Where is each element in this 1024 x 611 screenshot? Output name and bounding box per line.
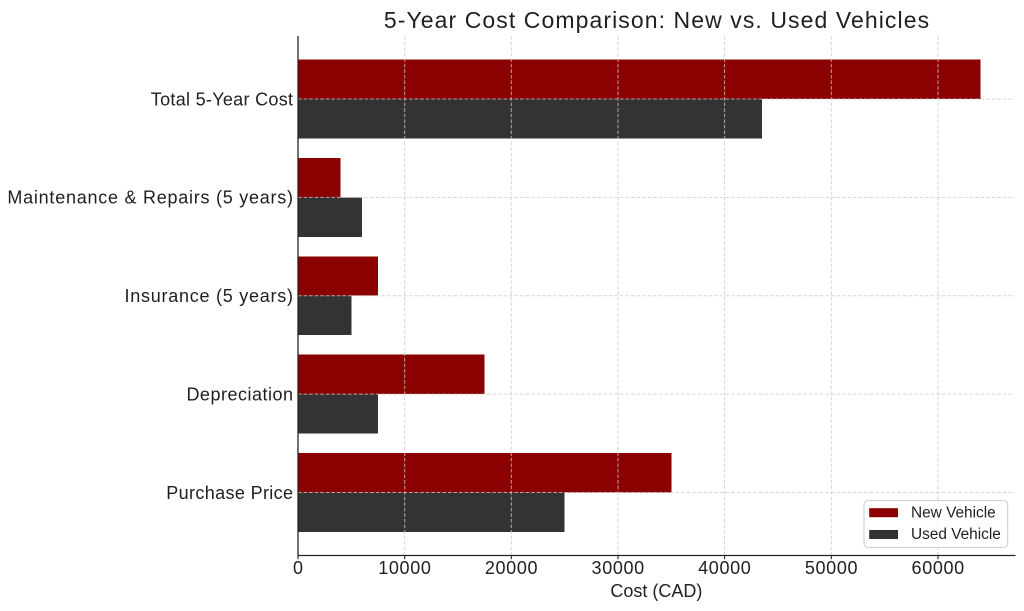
svg-text:50000: 50000 [805,558,858,578]
svg-text:Used Vehicle: Used Vehicle [911,526,1001,543]
svg-text:Total 5-Year Cost: Total 5-Year Cost [151,89,294,109]
svg-text:60000: 60000 [912,558,965,578]
svg-text:20000: 20000 [485,558,538,578]
svg-text:Depreciation: Depreciation [186,384,293,404]
svg-text:10000: 10000 [378,558,431,578]
svg-text:30000: 30000 [592,558,645,578]
svg-text:0: 0 [293,558,303,578]
svg-text:40000: 40000 [698,558,751,578]
svg-text:Cost (CAD): Cost (CAD) [610,581,702,601]
svg-text:5-Year Cost Comparison: New vs: 5-Year Cost Comparison: New vs. Used Veh… [384,7,930,33]
svg-text:New Vehicle: New Vehicle [911,504,996,521]
svg-text:Maintenance & Repairs (5 years: Maintenance & Repairs (5 years) [7,188,293,208]
svg-text:Insurance (5 years): Insurance (5 years) [124,286,293,306]
svg-text:Purchase Price: Purchase Price [166,483,293,503]
